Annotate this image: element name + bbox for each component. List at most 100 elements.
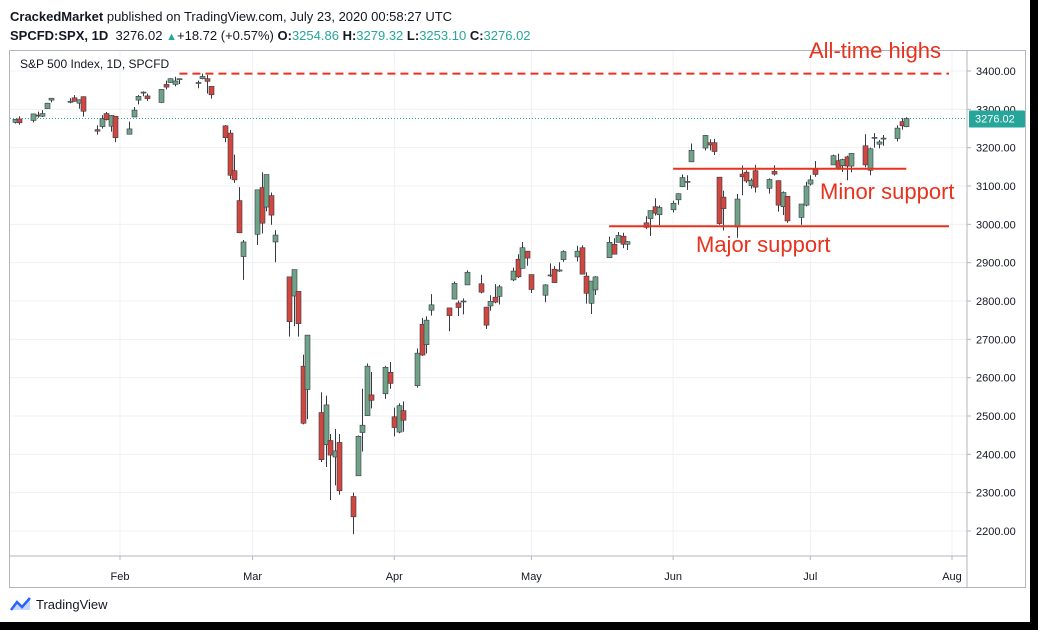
candle-body xyxy=(460,300,467,303)
candle-body xyxy=(784,196,791,222)
close-value: 3276.02 xyxy=(483,28,531,43)
open-label: O: xyxy=(277,28,292,43)
candle-body xyxy=(16,118,23,124)
candle-body xyxy=(80,96,87,112)
footer-brand[interactable]: TradingView xyxy=(10,596,108,612)
candle-body xyxy=(414,352,421,387)
candle-body xyxy=(839,159,846,166)
candlestick-chart[interactable]: 2200.00 2300.00 2400.00 2500.00 2600.00 2700.… xyxy=(0,0,1030,600)
last-price: 3276.02 xyxy=(115,28,163,43)
candle-body xyxy=(752,170,759,188)
publisher-name[interactable]: CrackedMarket xyxy=(10,9,104,24)
candle-body xyxy=(350,496,357,518)
candle-body xyxy=(355,436,362,477)
candle-body xyxy=(112,115,119,138)
x-tick-label: Mar xyxy=(243,571,262,583)
high-label: H: xyxy=(342,28,357,43)
candle-body xyxy=(167,78,174,83)
y-tick-label: 2300.00 xyxy=(976,488,1016,500)
annotations: All-time highs Minor support Major support xyxy=(179,38,955,257)
candle-body xyxy=(579,247,586,275)
candle-body xyxy=(496,286,503,297)
candle-body xyxy=(48,97,55,101)
low-label: L: xyxy=(406,28,420,43)
candle-body xyxy=(556,269,563,272)
y-tick-label: 3100.00 xyxy=(976,181,1016,193)
grid xyxy=(10,51,967,556)
candle-body xyxy=(103,113,110,120)
candle-body xyxy=(807,179,814,185)
candle-body xyxy=(478,283,485,293)
chart-title: S&P 500 Index, 1D, SPCFD xyxy=(20,57,170,71)
candle-body xyxy=(624,241,631,245)
candle-body xyxy=(158,89,165,103)
candle-body xyxy=(144,95,151,99)
candle-body xyxy=(688,150,695,163)
y-tick-label: 3400.00 xyxy=(976,66,1016,78)
y-tick-label: 2800.00 xyxy=(976,296,1016,308)
candle-body xyxy=(771,171,778,175)
candle-body xyxy=(483,306,490,326)
candle-body xyxy=(368,394,375,401)
y-tick-label: 2700.00 xyxy=(976,334,1016,346)
y-tick-label: 3200.00 xyxy=(976,143,1016,155)
candle-body xyxy=(775,180,782,206)
candle-body xyxy=(766,179,773,189)
candle-body xyxy=(268,195,275,216)
candle-body xyxy=(876,141,883,145)
candle-body xyxy=(862,145,869,166)
low-value: 3253.10 xyxy=(419,28,467,43)
candle-body xyxy=(743,171,750,182)
candle-body xyxy=(542,284,549,296)
last-price-badge xyxy=(969,110,1025,128)
candle-body xyxy=(720,196,727,209)
all-time-highs-label: All-time highs xyxy=(809,38,941,63)
candle-body xyxy=(236,200,243,234)
candle-body xyxy=(318,412,325,460)
candle-body xyxy=(656,207,663,216)
candle-body xyxy=(675,193,682,201)
candle-body xyxy=(464,271,471,286)
symbol: SPCFD:SPX, 1D xyxy=(10,28,109,43)
candle-body xyxy=(551,268,558,283)
candle-body xyxy=(880,137,887,140)
candle-body xyxy=(670,202,677,211)
candle-body xyxy=(291,269,298,297)
candle-body xyxy=(848,153,855,167)
tradingview-logo-icon xyxy=(10,597,31,611)
candles xyxy=(12,73,910,535)
candle-body xyxy=(812,169,819,175)
minor-support-label: Minor support xyxy=(820,179,955,204)
candle-body xyxy=(903,118,910,127)
x-tick-label: May xyxy=(521,571,542,583)
candle-body xyxy=(492,296,499,303)
candle-body xyxy=(611,243,618,255)
candle-body xyxy=(327,440,334,456)
candle-body xyxy=(222,125,229,138)
candle-body xyxy=(359,424,366,433)
y-tick-label: 2500.00 xyxy=(976,411,1016,423)
candle-body xyxy=(702,135,709,149)
candle-body xyxy=(574,250,581,258)
candle-body xyxy=(583,275,590,294)
x-tick-label: Aug xyxy=(942,571,962,583)
candle-body xyxy=(867,148,874,171)
window-edge-bottom xyxy=(0,622,1038,630)
candle-body xyxy=(519,247,526,269)
candle-body xyxy=(510,270,517,281)
candle-body xyxy=(803,185,810,206)
candle-body xyxy=(451,283,458,300)
y-axis: 2200.00 2300.00 2400.00 2500.00 2600.00 2700.… xyxy=(966,51,1025,587)
open-value: 3254.86 xyxy=(291,28,339,43)
candle-body xyxy=(67,100,74,103)
candle-body xyxy=(643,222,650,228)
candle-body xyxy=(387,371,394,384)
candle-body xyxy=(204,78,211,82)
y-tick-label: 2400.00 xyxy=(976,449,1016,461)
candle-body xyxy=(30,113,37,121)
candle-body xyxy=(323,404,330,446)
x-tick-label: Apr xyxy=(386,571,403,583)
y-tick-label: 2900.00 xyxy=(976,258,1016,270)
candle-body xyxy=(231,170,238,181)
candle-body xyxy=(830,155,837,166)
